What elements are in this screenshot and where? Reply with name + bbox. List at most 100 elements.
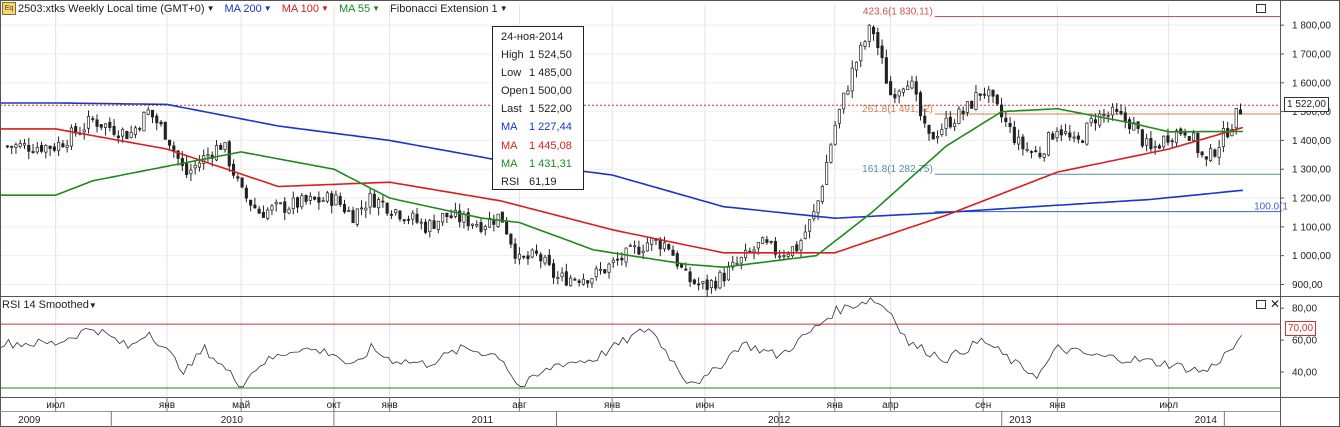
close-rsi-panel-icon[interactable]: ✕: [1270, 297, 1281, 311]
candle-body: [825, 162, 829, 185]
price-tick-label: 1 800,00: [1292, 21, 1331, 32]
maximize-rsi-panel-button[interactable]: [1256, 300, 1266, 309]
maximize-price-panel-button[interactable]: [1256, 4, 1266, 13]
candle-body: [1072, 136, 1076, 139]
tooltip-value: 1 445,08: [529, 139, 572, 152]
candle-body: [377, 199, 381, 209]
candle-body: [1166, 135, 1170, 143]
candle-body: [193, 164, 197, 169]
dropdown-arrow-icon: ▼: [263, 4, 272, 13]
candle-body: [906, 85, 910, 91]
candle-body: [424, 221, 428, 233]
rsi-tick-label: 80,00: [1292, 304, 1317, 315]
indicator-fibonacci-label: Fibonacci Extension 1: [390, 2, 498, 15]
candle-body: [150, 109, 155, 118]
symbol-label: 2503:xtks Weekly Local time (GMT+0): [18, 2, 205, 15]
candle-body: [1230, 129, 1234, 137]
candle-body: [765, 239, 769, 243]
candle-body: [611, 259, 615, 263]
candle-body: [1085, 122, 1089, 145]
candle-body: [744, 249, 748, 259]
candle-body: [914, 81, 918, 95]
candle-body: [534, 250, 539, 254]
candle-body: [223, 142, 227, 150]
candle-body: [86, 116, 91, 129]
candle-body: [786, 253, 790, 257]
dropdown-arrow-icon: ▼: [499, 4, 508, 13]
candle-body: [180, 158, 184, 166]
year-label: 2012: [768, 415, 791, 426]
rsi-70-tag: 70,00: [1285, 321, 1317, 336]
candle-body: [492, 220, 496, 225]
candle-body: [355, 208, 359, 225]
candle-body: [1238, 109, 1243, 115]
candle-body: [1162, 135, 1166, 148]
indicator-ma100[interactable]: MA 100 ▼: [282, 3, 329, 15]
candle-body: [146, 109, 150, 115]
candle-body: [1110, 106, 1115, 116]
candle-body: [82, 129, 86, 133]
candle-body: [940, 129, 944, 136]
candle-body: [692, 279, 696, 284]
candle-body: [1140, 129, 1144, 147]
price-tick-label: 900,00: [1292, 280, 1323, 291]
month-label: сен: [975, 400, 991, 411]
candle-body: [957, 108, 961, 124]
year-label: 2010: [221, 415, 244, 426]
indicator-ma55[interactable]: MA 55 ▼: [339, 3, 380, 15]
candle-body: [398, 210, 402, 220]
candle-body: [14, 144, 18, 148]
candle-body: [1046, 132, 1051, 156]
rsi-panel-title: RSI 14 Smoothed: [2, 299, 89, 311]
candle-body: [526, 255, 530, 260]
candle-body: [1196, 133, 1200, 153]
candle-body: [637, 246, 641, 255]
candle-body: [360, 207, 364, 210]
candle-body: [1098, 113, 1102, 126]
year-label: 2014: [1195, 415, 1218, 426]
candle-body: [197, 162, 201, 168]
candle-body: [910, 80, 914, 89]
tooltip-key: Low: [501, 67, 522, 80]
candle-body: [1200, 151, 1204, 156]
tooltip-key: MA: [501, 139, 518, 152]
symbol-selector[interactable]: Eq 2503:xtks Weekly Local time (GMT+0) ▼: [2, 2, 214, 15]
ma55-line: [0, 107, 1243, 269]
candle-body: [701, 281, 705, 284]
candle-body: [936, 135, 940, 139]
candle-body: [278, 202, 283, 205]
candle-body: [876, 32, 880, 48]
candle-body: [769, 240, 773, 243]
candle-body: [1029, 151, 1033, 153]
candle-body: [872, 26, 876, 35]
candle-body: [675, 253, 679, 267]
candle-body: [317, 197, 321, 203]
month-label: июл: [46, 400, 65, 411]
candle-body: [991, 89, 995, 97]
candle-body: [1034, 150, 1038, 153]
candle-body: [219, 145, 223, 150]
indicator-fibonacci[interactable]: Fibonacci Extension 1 ▼: [390, 3, 508, 15]
candle-body: [419, 221, 423, 224]
indicator-ma200[interactable]: MA 200 ▼: [224, 3, 271, 15]
candle-body: [1025, 149, 1029, 151]
candle-body: [581, 278, 585, 285]
candle-body: [436, 220, 440, 230]
candle-body: [415, 213, 419, 223]
candle-body: [953, 123, 957, 127]
year-label: 2013: [1009, 415, 1032, 426]
ma200-line: [0, 102, 1243, 220]
tooltip-date: 24-ноя-2014: [501, 31, 564, 43]
candle-body: [441, 213, 445, 223]
candle-body: [385, 202, 389, 214]
candle-body: [65, 144, 69, 148]
candle-body: [667, 244, 671, 250]
candle-body: [560, 272, 564, 277]
candle-body: [901, 88, 905, 93]
candle-body: [40, 145, 44, 152]
candle-body: [394, 209, 398, 214]
rsi-panel-header[interactable]: RSI 14 Smoothed▼: [2, 299, 97, 311]
tooltip-value: 61,19: [529, 175, 557, 188]
fib-level-label: 100.0(1: [1254, 202, 1288, 213]
candle-body: [1076, 135, 1080, 140]
